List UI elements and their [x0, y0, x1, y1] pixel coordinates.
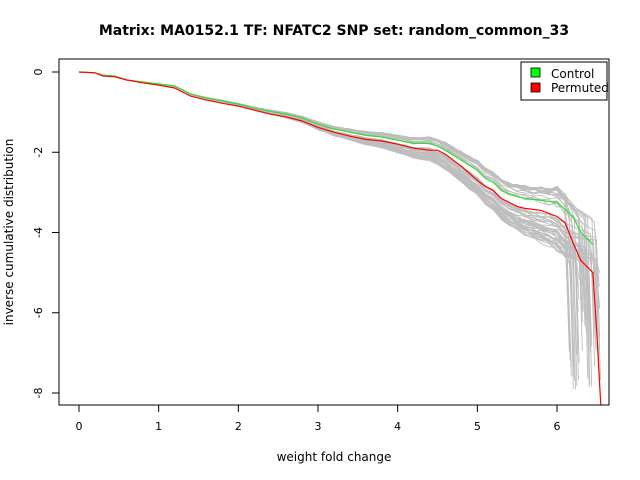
permutation-line	[78, 71, 598, 337]
permutation-line	[78, 71, 584, 286]
permutation-line	[78, 71, 601, 338]
permutation-line	[78, 71, 596, 279]
y-tick-label: -8	[32, 388, 45, 399]
permutation-line	[78, 71, 600, 287]
permutation-line	[78, 71, 572, 367]
x-tick-label: 0	[76, 420, 83, 433]
permutation-line	[78, 71, 587, 323]
permutation-line	[78, 71, 596, 339]
permutation-line	[78, 71, 577, 390]
permutation-line	[78, 71, 591, 385]
permutation-line	[78, 71, 592, 336]
legend-swatch-control	[530, 67, 541, 78]
permutation-line	[78, 71, 575, 381]
permutation-line	[78, 71, 590, 387]
x-tick-label: 3	[315, 420, 322, 433]
x-axis: 0 1 2 3 4 5 6	[76, 404, 561, 433]
legend-label-permuted: Permuted	[551, 81, 609, 95]
x-axis-label: weight fold change	[277, 450, 392, 464]
permutation-line	[78, 71, 578, 386]
permutation-line	[78, 71, 577, 284]
background-lines	[78, 71, 601, 390]
permutation-line	[78, 71, 594, 290]
y-tick-label: 0	[32, 69, 45, 76]
permutation-line	[78, 71, 593, 387]
permutation-line	[78, 71, 589, 329]
y-axis: 0 -2 -4 -6 -8	[32, 69, 60, 399]
y-axis-label: inverse cumulative distribution	[2, 139, 16, 326]
x-tick-label: 5	[474, 420, 481, 433]
chart-title: Matrix: MA0152.1 TF: NFATC2 SNP set: ran…	[99, 23, 569, 39]
permutation-line	[78, 71, 593, 347]
legend: Control Permuted	[520, 61, 609, 101]
y-tick-label: -2	[32, 147, 45, 158]
legend-swatch-permuted	[530, 82, 541, 93]
series-line-permuted	[78, 71, 602, 406]
series-line-control	[78, 71, 594, 245]
permutation-line	[78, 71, 574, 390]
permutation-line	[78, 71, 571, 361]
x-tick-label: 6	[554, 420, 561, 433]
x-tick-label: 1	[155, 420, 162, 433]
permutation-line	[78, 71, 586, 326]
permutation-line	[78, 71, 580, 280]
x-tick-label: 4	[394, 420, 401, 433]
y-tick-label: -4	[32, 227, 45, 238]
x-tick-label: 2	[235, 420, 242, 433]
permutation-line	[78, 71, 575, 377]
permutation-line	[78, 71, 579, 288]
permutation-line	[78, 71, 590, 325]
permutation-line	[78, 71, 597, 350]
permutation-line	[78, 71, 601, 274]
permutation-line	[78, 71, 587, 332]
legend-label-control: Control	[551, 67, 594, 81]
permutation-line	[78, 71, 591, 353]
plot-frame	[58, 58, 610, 406]
permutation-line	[78, 71, 583, 322]
y-tick-label: -6	[32, 307, 45, 318]
permutation-line	[78, 71, 591, 385]
permutation-line	[78, 71, 579, 381]
series-lines	[78, 71, 602, 406]
permutation-line	[78, 71, 572, 377]
permutation-line	[78, 71, 588, 321]
